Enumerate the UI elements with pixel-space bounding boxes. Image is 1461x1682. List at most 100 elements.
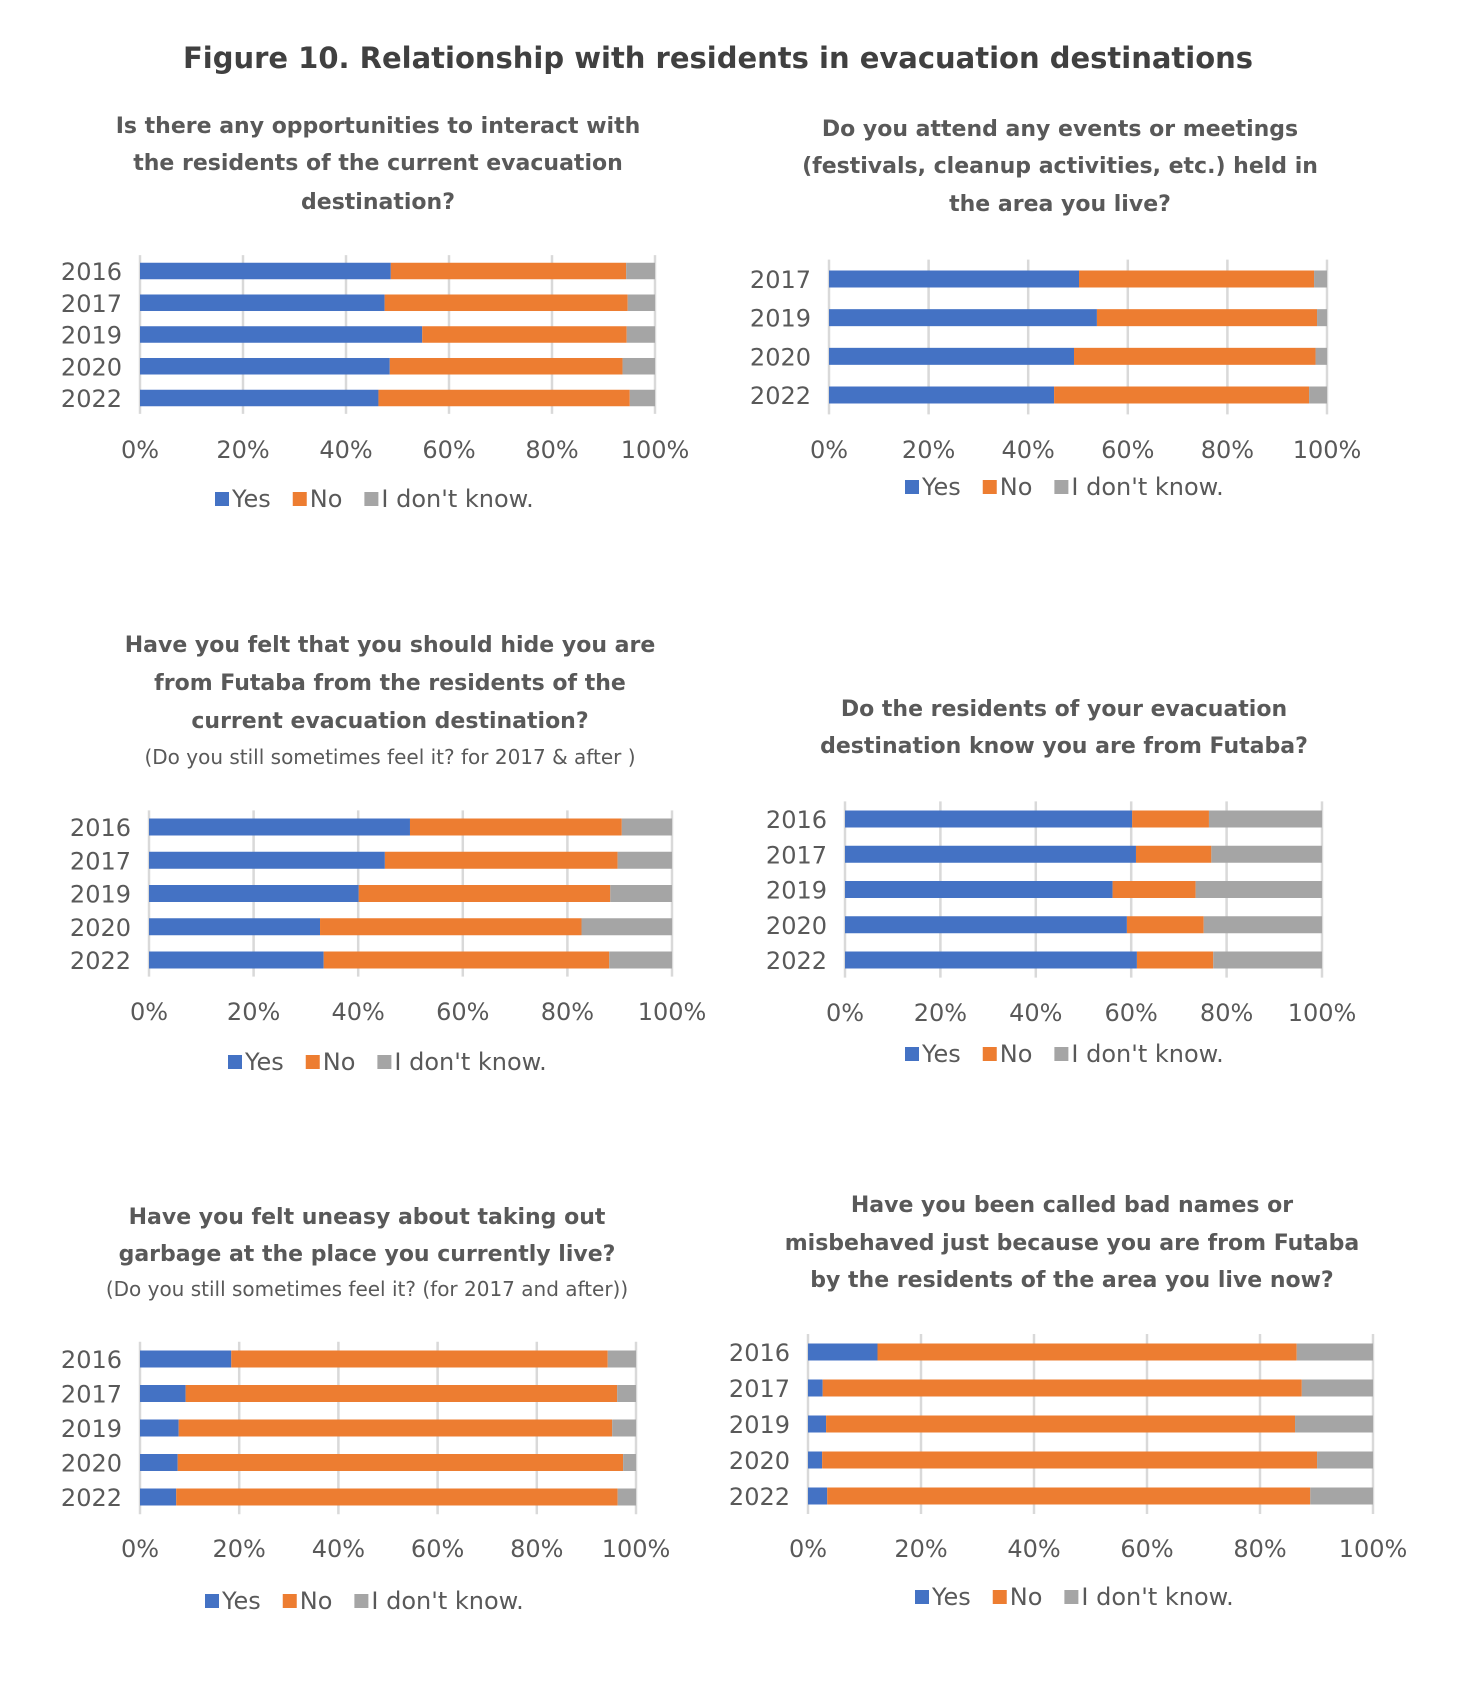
bar-i-don-t-know-2019 (1295, 1415, 1373, 1433)
bar-yes-2017 (140, 1385, 186, 1402)
legend-label: I don't know. (381, 485, 533, 513)
chart-title-line: (festivals, cleanup activities, etc.) he… (802, 154, 1318, 179)
x-tick-label: 80% (1201, 436, 1254, 464)
x-tick-label: 0% (789, 1535, 827, 1563)
category-label: 2016 (766, 806, 827, 834)
bar-i-don-t-know-2017 (1301, 1379, 1373, 1397)
bar-no-2016 (390, 262, 627, 280)
category-label: 2019 (729, 1411, 790, 1439)
bar-no-2022 (1054, 386, 1310, 404)
bar-no-2020 (1074, 347, 1316, 365)
x-tick-label: 40% (1007, 1535, 1060, 1563)
category-label: 2016 (70, 814, 131, 842)
bar-i-don-t-know-2022 (617, 1488, 636, 1506)
legend: Yes No I don't know. (228, 1048, 547, 1076)
category-label: 2022 (70, 947, 131, 975)
bar-no-2022 (1136, 951, 1214, 969)
bar-i-don-t-know-2019 (1317, 309, 1327, 327)
bar-i-don-t-know-2022 (629, 389, 655, 407)
x-tick-label: 20% (213, 1535, 266, 1563)
bar-i-don-t-know-2020 (1203, 916, 1322, 934)
legend: Yes No I don't know. (915, 1583, 1234, 1611)
legend-label: Yes (921, 473, 961, 501)
chart-title-line: Have you felt uneasy about taking out (129, 1205, 606, 1230)
legend-label: Yes (221, 1587, 261, 1615)
chart-title-line: Have you been called bad names or (851, 1193, 1293, 1218)
bar-yes-2019 (149, 885, 359, 902)
bar-no-2020 (389, 357, 623, 375)
bar-i-don-t-know-2016 (607, 1350, 636, 1368)
bar-yes-2019 (808, 1415, 827, 1433)
category-label: 2019 (766, 877, 827, 905)
bar-yes-2016 (845, 810, 1133, 828)
x-tick-label: 80% (541, 998, 594, 1026)
bar-no-2016 (409, 818, 622, 836)
bar-no-2019 (178, 1419, 613, 1437)
bar-no-2016 (231, 1350, 608, 1368)
legend-swatch (228, 1055, 242, 1069)
chart-title-line: the area you live? (949, 192, 1171, 217)
x-tick-label: 20% (894, 1535, 947, 1563)
x-tick-label: 60% (1101, 436, 1154, 464)
chart-title-line: Have you felt that you should hide you a… (125, 633, 656, 658)
category-label: 2016 (729, 1339, 790, 1367)
legend-label: Yes (244, 1048, 284, 1076)
bar-no-2020 (1126, 916, 1204, 934)
legend-swatch (305, 1055, 320, 1069)
legend-swatch (205, 1594, 219, 1608)
legend: Yes No I don't know. (215, 485, 534, 513)
bar-i-don-t-know-2019 (1195, 881, 1322, 898)
category-label: 2017 (70, 847, 131, 875)
x-tick-label: 100% (602, 1535, 671, 1563)
bar-yes-2019 (845, 881, 1113, 898)
legend-swatch (992, 1590, 1007, 1604)
chart-note: (Do you still sometimes feel it? for 201… (144, 745, 635, 769)
category-label: 2017 (750, 266, 811, 294)
x-tick-label: 20% (914, 999, 967, 1027)
bar-yes-2020 (829, 347, 1075, 365)
category-label: 2022 (766, 947, 827, 975)
bar-yes-2020 (140, 357, 390, 375)
legend-swatch (905, 1047, 919, 1061)
x-tick-label: 60% (422, 436, 475, 464)
legend: Yes No I don't know. (905, 473, 1224, 501)
legend-swatch (364, 492, 379, 506)
x-tick-label: 0% (121, 436, 159, 464)
category-label: 2022 (729, 1483, 790, 1511)
bar-i-don-t-know-2022 (609, 951, 672, 969)
bar-no-2022 (827, 1487, 1311, 1505)
bar-yes-2022 (845, 951, 1137, 969)
x-tick-label: 100% (1339, 1535, 1408, 1563)
bar-no-2019 (826, 1415, 1296, 1433)
chart-panel-6: Have you been called bad names or misbeha… (729, 1193, 1407, 1611)
chart-title-line: misbehaved just because you are from Fut… (785, 1231, 1360, 1256)
legend: Yes No I don't know. (905, 1040, 1224, 1068)
bar-yes-2019 (829, 309, 1097, 327)
category-label: 2017 (729, 1375, 790, 1403)
category-label: 2020 (61, 1450, 122, 1478)
bar-yes-2019 (140, 326, 423, 343)
legend-swatch (905, 480, 919, 494)
legend-swatch (282, 1594, 297, 1608)
x-tick-label: 100% (638, 998, 707, 1026)
x-tick-label: 20% (216, 436, 269, 464)
x-tick-label: 60% (1105, 999, 1158, 1027)
legend-label: No (1000, 473, 1033, 501)
x-tick-label: 40% (319, 436, 372, 464)
bar-yes-2016 (140, 1350, 232, 1368)
bar-no-2020 (320, 918, 582, 936)
bar-i-don-t-know-2019 (610, 885, 672, 902)
bar-i-don-t-know-2016 (1296, 1343, 1373, 1361)
bar-no-2017 (822, 1379, 1302, 1397)
bar-yes-2022 (140, 389, 379, 407)
bar-i-don-t-know-2017 (1314, 270, 1327, 288)
bar-i-don-t-know-2017 (1211, 845, 1322, 863)
legend-label: I don't know. (1081, 1583, 1233, 1611)
chart-title-line: Do the residents of your evacuation (841, 697, 1287, 722)
bar-yes-2020 (808, 1451, 823, 1469)
x-tick-label: 40% (1002, 436, 1055, 464)
x-tick-label: 40% (332, 998, 385, 1026)
chart-title-line: garbage at the place you currently live? (119, 1242, 616, 1267)
chart-panel-4: Do the residents of your evacuation desti… (766, 697, 1356, 1068)
